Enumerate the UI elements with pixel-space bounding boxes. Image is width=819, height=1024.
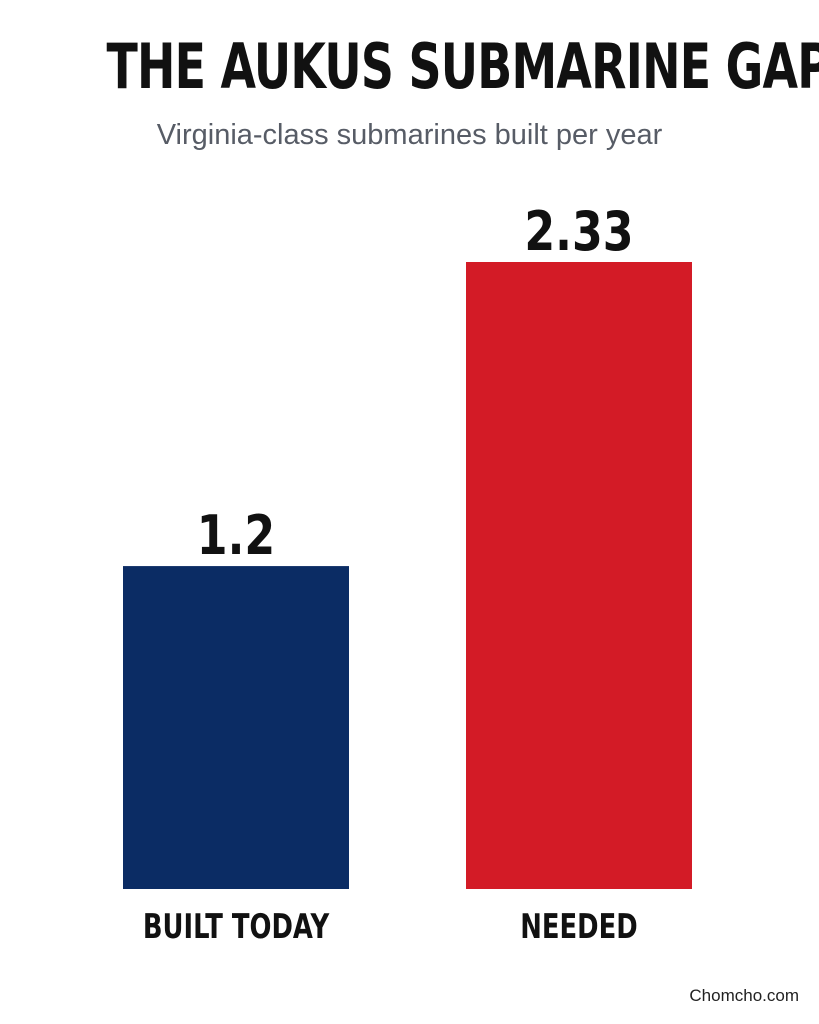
category-label-needed: NEEDED — [520, 908, 637, 947]
value-label-built-today: 1.2 — [197, 504, 275, 567]
bar-needed — [466, 262, 692, 889]
category-label-built-today: BUILT TODAY — [143, 908, 330, 947]
value-label-needed: 2.33 — [524, 200, 633, 263]
source-credit: Chomcho.com — [689, 986, 799, 1005]
chart-title: THE AUKUS SUBMARINE GAP — [106, 30, 819, 103]
bar-built-today — [123, 566, 349, 889]
chart-subtitle: Virginia-class submarines built per year — [156, 119, 663, 151]
